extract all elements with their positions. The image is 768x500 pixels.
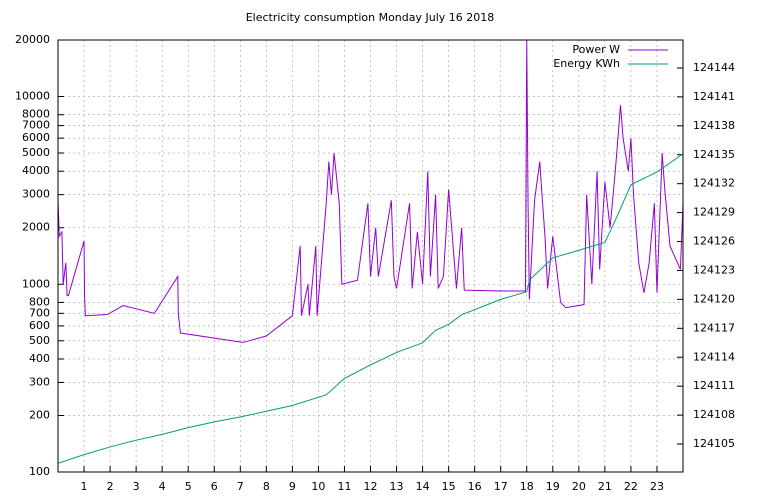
y-tick-label: 8000: [22, 108, 50, 121]
x-tick-label: 3: [133, 480, 140, 493]
y-tick-label: 6000: [22, 131, 50, 144]
y-tick-label: 1000: [22, 277, 50, 290]
x-tick-label: 16: [468, 480, 482, 493]
x-tick-label: 22: [624, 480, 638, 493]
y2-tick-label: 124135: [693, 148, 735, 161]
x-tick-label: 9: [289, 480, 296, 493]
chart-title: Electricity consumption Monday July 16 2…: [246, 11, 495, 24]
y-tick-label: 2000: [22, 221, 50, 234]
x-tick-label: 13: [390, 480, 404, 493]
x-tick-label: 19: [546, 480, 560, 493]
x-tick-label: 15: [442, 480, 456, 493]
x-tick-label: 17: [494, 480, 508, 493]
y2-tick-label: 124132: [693, 177, 735, 190]
y2-tick-label: 124114: [693, 350, 735, 363]
x-tick-label: 4: [159, 480, 166, 493]
series-line: [57, 153, 684, 464]
x-tick-label: 6: [211, 480, 218, 493]
y-tick-label: 5000: [22, 146, 50, 159]
y-tick-label: 500: [29, 334, 50, 347]
y2-tick-label: 124123: [693, 263, 735, 276]
y-tick-label: 4000: [22, 164, 50, 177]
y2-tick-label: 124111: [693, 379, 735, 392]
y2-tick-label: 124141: [693, 90, 735, 103]
x-tick-label: 14: [416, 480, 430, 493]
x-tick-label: 10: [311, 480, 325, 493]
x-tick-label: 7: [237, 480, 244, 493]
y2-tick-label: 124120: [693, 292, 735, 305]
y2-tick-label: 124105: [693, 437, 735, 450]
x-tick-label: 2: [107, 480, 114, 493]
legend-label: Power W: [572, 43, 620, 56]
x-tick-label: 18: [520, 480, 534, 493]
y2-tick-label: 124138: [693, 119, 735, 132]
y-tick-label: 800: [29, 295, 50, 308]
y-tick-label: 7000: [22, 119, 50, 132]
y2-tick-label: 124108: [693, 408, 735, 421]
y-tick-label: 700: [29, 306, 50, 319]
y2-tick-label: 124117: [693, 321, 735, 334]
y-tick-label: 400: [29, 352, 50, 365]
x-tick-label: 5: [185, 480, 192, 493]
y-tick-label: 200: [29, 408, 50, 421]
legend-label: Energy KWh: [553, 57, 620, 70]
series-line: [57, 39, 684, 343]
y-tick-label: 3000: [22, 188, 50, 201]
x-tick-label: 11: [337, 480, 351, 493]
x-tick-label: 1: [81, 480, 88, 493]
y2-tick-label: 124126: [693, 235, 735, 248]
plot-border: [57, 39, 684, 473]
y2-tick-label: 124129: [693, 206, 735, 219]
y-tick-label: 100: [29, 465, 50, 478]
x-tick-label: 23: [650, 480, 664, 493]
y-tick-label: 20000: [15, 33, 50, 46]
x-tick-label: 20: [572, 480, 586, 493]
x-tick-label: 12: [364, 480, 378, 493]
x-tick-label: 21: [598, 480, 612, 493]
y-tick-label: 10000: [15, 90, 50, 103]
y-tick-label: 300: [29, 375, 50, 388]
x-tick-label: 8: [263, 480, 270, 493]
y2-tick-label: 124144: [693, 61, 735, 74]
y-tick-label: 600: [29, 319, 50, 332]
